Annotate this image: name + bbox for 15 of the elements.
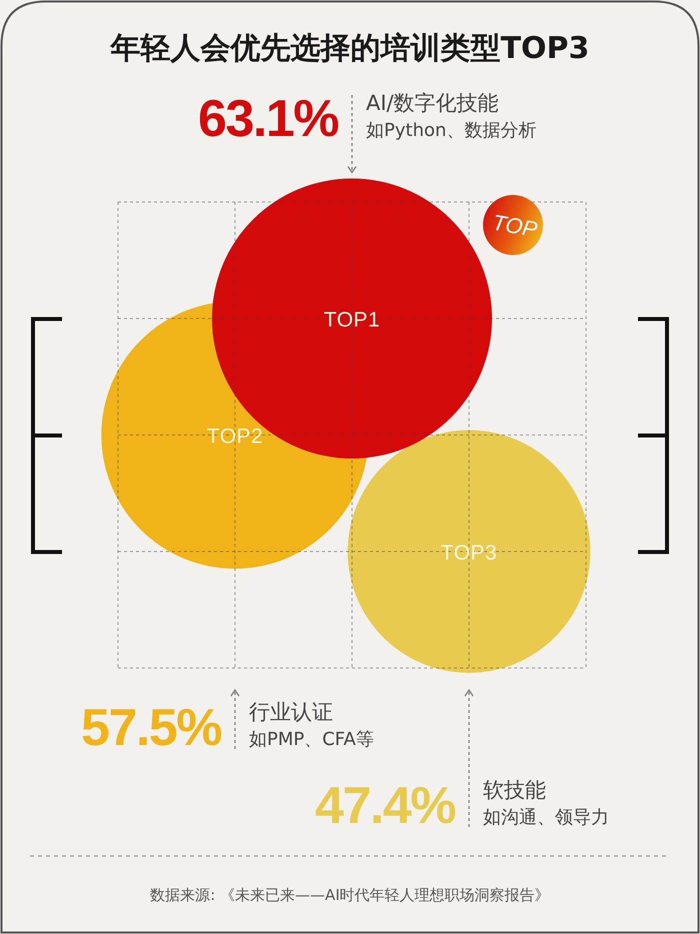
text: 软技能	[483, 778, 546, 802]
text: AI/数字化技能	[366, 91, 499, 115]
text: 行业认证	[249, 700, 333, 724]
data-label: 57.5%	[81, 699, 222, 757]
data-label: 47.4%	[315, 777, 456, 835]
text: 年轻人会优先选择的培训类型TOP3	[110, 31, 590, 66]
source-note: 数据来源: 《未来已来——AI时代年轻人理想职场洞察报告》	[150, 886, 550, 904]
text: 如Python、数据分析	[366, 120, 536, 141]
text: 如PMP、CFA等	[249, 729, 374, 750]
text: 如沟通、领导力	[483, 807, 609, 828]
text: TOP	[490, 210, 540, 242]
data-label: 63.1%	[198, 90, 338, 148]
category-label: TOP1	[324, 308, 380, 332]
category-label: TOP3	[440, 542, 498, 564]
category-label: TOP2	[206, 425, 264, 448]
